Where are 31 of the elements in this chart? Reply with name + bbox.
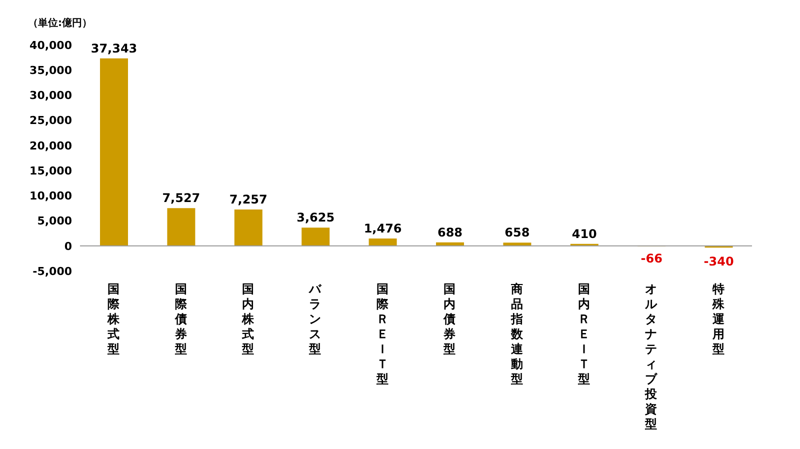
y-tick-label: -5,000 — [32, 264, 72, 278]
y-axis-title: （単位:億円） — [28, 16, 92, 30]
data-label: 37,343 — [90, 41, 138, 56]
y-tick-label: 25,000 — [30, 114, 72, 128]
x-tick-label: 国際ＲＥＩＴ型 — [375, 282, 390, 386]
y-tick-label: 5,000 — [37, 214, 72, 228]
data-label: 1,476 — [364, 221, 402, 236]
y-tick-label: 20,000 — [30, 139, 72, 152]
y-tick-label: 0 — [64, 240, 72, 253]
y-tick-label: 35,000 — [30, 64, 72, 78]
y-tick-label: 10,000 — [30, 190, 72, 203]
data-label: -340 — [704, 254, 734, 268]
x-tick-label: バランス型 — [308, 282, 322, 356]
data-label: 688 — [437, 225, 463, 240]
x-tick-label: 商品指数連動型 — [510, 282, 524, 386]
data-label: 7,257 — [229, 192, 268, 206]
category-label: オルタナティブ投資型 — [645, 282, 658, 431]
x-tick-label: 国際債券型 — [174, 282, 188, 356]
data-label: -66 — [640, 252, 662, 266]
x-tick-label: 特殊運用型 — [711, 282, 726, 356]
x-tick-label: 国内ＲＥＩＴ型 — [577, 282, 590, 386]
x-tick-label: 国際株式型 — [106, 282, 121, 356]
data-label: 658 — [504, 226, 530, 240]
y-tick-label: 30,000 — [30, 89, 72, 102]
data-label: 410 — [572, 226, 597, 241]
data-label: 7,527 — [162, 191, 200, 206]
x-tick-label: 国内債券型 — [442, 282, 457, 356]
y-tick-label: 40,000 — [30, 38, 72, 52]
x-tick-label: 国内株式型 — [241, 282, 255, 356]
y-tick-label: 15,000 — [30, 164, 72, 178]
data-label: 3,625 — [296, 210, 335, 225]
